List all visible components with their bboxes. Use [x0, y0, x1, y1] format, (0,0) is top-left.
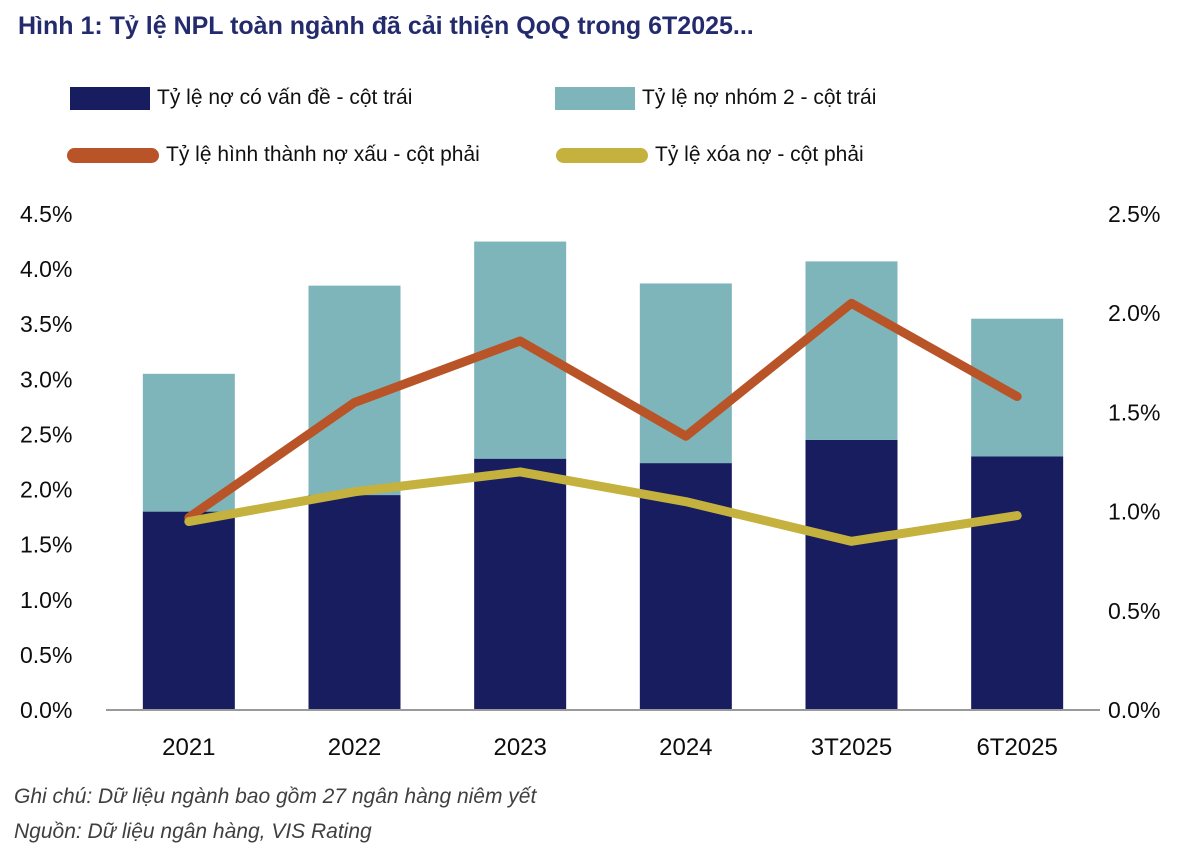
bar-segment-problem-loans: [805, 439, 898, 710]
legend-item-group2-loan-ratio: Tỷ lệ nợ nhóm 2 - cột trái: [555, 85, 876, 111]
left-axis-tick-label: 0.0%: [20, 697, 72, 723]
x-axis-category-label: 2023: [493, 734, 546, 761]
bar-segment-problem-loans: [308, 495, 401, 710]
legend-swatch-teal-bar: [555, 86, 635, 110]
left-axis-tick-label: 3.0%: [20, 366, 72, 392]
legend-label: Tỷ lệ nợ có vấn đề - cột trái: [157, 86, 413, 109]
legend-item-npl-formation-rate: Tỷ lệ hình thành nợ xấu - cột phải: [67, 142, 480, 168]
left-axis-tick-label: 0.5%: [20, 642, 72, 668]
right-axis-tick-label: 2.0%: [1108, 300, 1160, 326]
left-axis-tick-label: 4.0%: [20, 256, 72, 282]
chart-title: Hình 1: Tỷ lệ NPL toàn ngành đã cải thiệ…: [18, 12, 754, 40]
right-axis-tick-label: 0.5%: [1108, 598, 1160, 624]
legend-label: Tỷ lệ hình thành nợ xấu - cột phải: [166, 143, 480, 166]
left-axis-tick-label: 3.5%: [20, 311, 72, 337]
bar-segment-problem-loans: [474, 458, 567, 710]
right-axis-tick-label: 2.5%: [1108, 201, 1160, 227]
bar-segment-problem-loans: [971, 456, 1064, 710]
bar-segment-group2-loans: [142, 373, 235, 512]
legend-swatch-yellow-line: [556, 147, 648, 163]
left-axis-tick-label: 1.5%: [20, 532, 72, 558]
right-axis-tick-label: 1.5%: [1108, 399, 1160, 425]
footnote-note: Ghi chú: Dữ liệu ngành bao gồm 27 ngân h…: [14, 785, 537, 808]
left-axis-tick-label: 2.0%: [20, 477, 72, 503]
right-axis-tick-label: 0.0%: [1108, 697, 1160, 723]
bar-segment-problem-loans: [142, 511, 235, 710]
legend-swatch-orange-line: [67, 147, 159, 163]
legend-item-writeoff-rate: Tỷ lệ xóa nợ - cột phải: [556, 142, 864, 168]
bar-segment-group2-loans: [805, 261, 898, 440]
legend-item-problem-loan-ratio: Tỷ lệ nợ có vấn đề - cột trái: [70, 85, 412, 111]
footnote-source: Nguồn: Dữ liệu ngân hàng, VIS Rating: [14, 820, 372, 843]
x-axis-category-label: 2022: [328, 734, 381, 761]
left-axis-tick-label: 2.5%: [20, 421, 72, 447]
left-axis-tick-label: 4.5%: [20, 201, 72, 227]
x-axis-category-label: 2021: [162, 734, 215, 761]
line-npl-formation: [184, 298, 1022, 523]
bar-segment-group2-loans: [971, 318, 1064, 457]
x-axis-category-label: 3T2025: [811, 734, 892, 761]
legend-swatch-navy-bar: [70, 86, 150, 110]
x-axis-category-label: 6T2025: [976, 734, 1057, 761]
legend-label: Tỷ lệ xóa nợ - cột phải: [655, 143, 864, 166]
x-axis-category-label: 2024: [659, 734, 712, 761]
right-axis-tick-label: 1.0%: [1108, 499, 1160, 525]
left-axis-tick-label: 1.0%: [20, 587, 72, 613]
legend-label: Tỷ lệ nợ nhóm 2 - cột trái: [642, 86, 877, 109]
line-writeoff: [184, 467, 1022, 546]
